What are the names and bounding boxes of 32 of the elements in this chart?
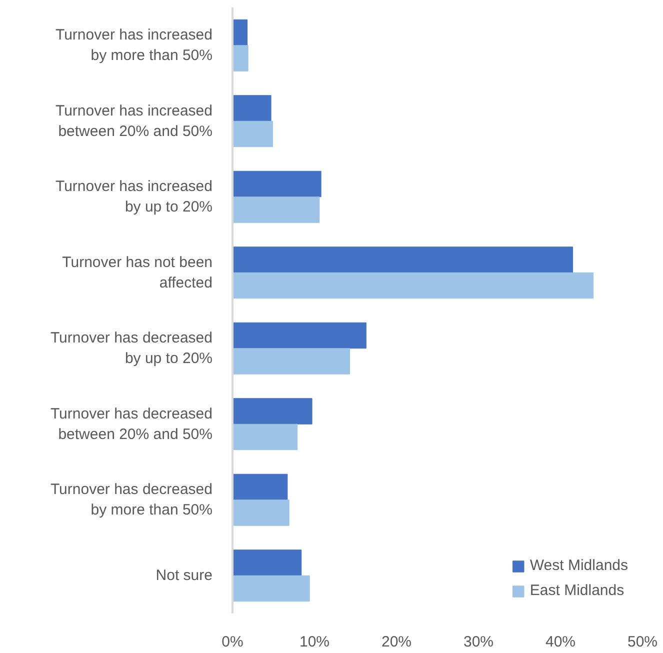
bar bbox=[232, 575, 310, 602]
bar bbox=[232, 170, 322, 198]
bar bbox=[232, 95, 272, 122]
bar bbox=[232, 45, 248, 72]
y-tick-label: Turnover has decreased between 20% and 50% bbox=[50, 405, 213, 443]
bar bbox=[232, 500, 290, 526]
x-tick-label: 50% bbox=[627, 634, 658, 650]
x-tick-label: 10% bbox=[299, 634, 330, 650]
y-tick-label: Turnover has increased by up to 20% bbox=[55, 178, 213, 216]
bar bbox=[232, 550, 302, 576]
legend-label: East Midlands bbox=[530, 582, 624, 599]
y-tick-label: Turnover has not been affected bbox=[62, 254, 213, 292]
x-tick-label: 20% bbox=[381, 634, 412, 650]
bar bbox=[232, 272, 594, 299]
bar bbox=[232, 348, 350, 374]
y-tick-label: Turnover has increased by more than 50% bbox=[55, 26, 213, 64]
legend-label: West Midlands bbox=[530, 557, 628, 574]
bar bbox=[232, 398, 312, 424]
x-tick-label: 40% bbox=[545, 634, 576, 650]
bar bbox=[232, 474, 288, 500]
y-tick-label: Turnover has decreased by more than 50% bbox=[50, 481, 213, 519]
bar bbox=[232, 120, 273, 148]
bar bbox=[232, 322, 366, 349]
y-tick-label: Turnover has decreased by up to 20% bbox=[50, 330, 213, 368]
y-tick-label: Not sure bbox=[156, 567, 213, 584]
bar bbox=[232, 424, 298, 450]
bar bbox=[232, 196, 320, 223]
bar bbox=[232, 19, 248, 46]
x-tick-label: 30% bbox=[463, 634, 494, 650]
x-tick-label: 0% bbox=[222, 634, 244, 650]
y-tick-label: Turnover has increased between 20% and 50% bbox=[55, 102, 213, 140]
bar bbox=[232, 246, 574, 273]
